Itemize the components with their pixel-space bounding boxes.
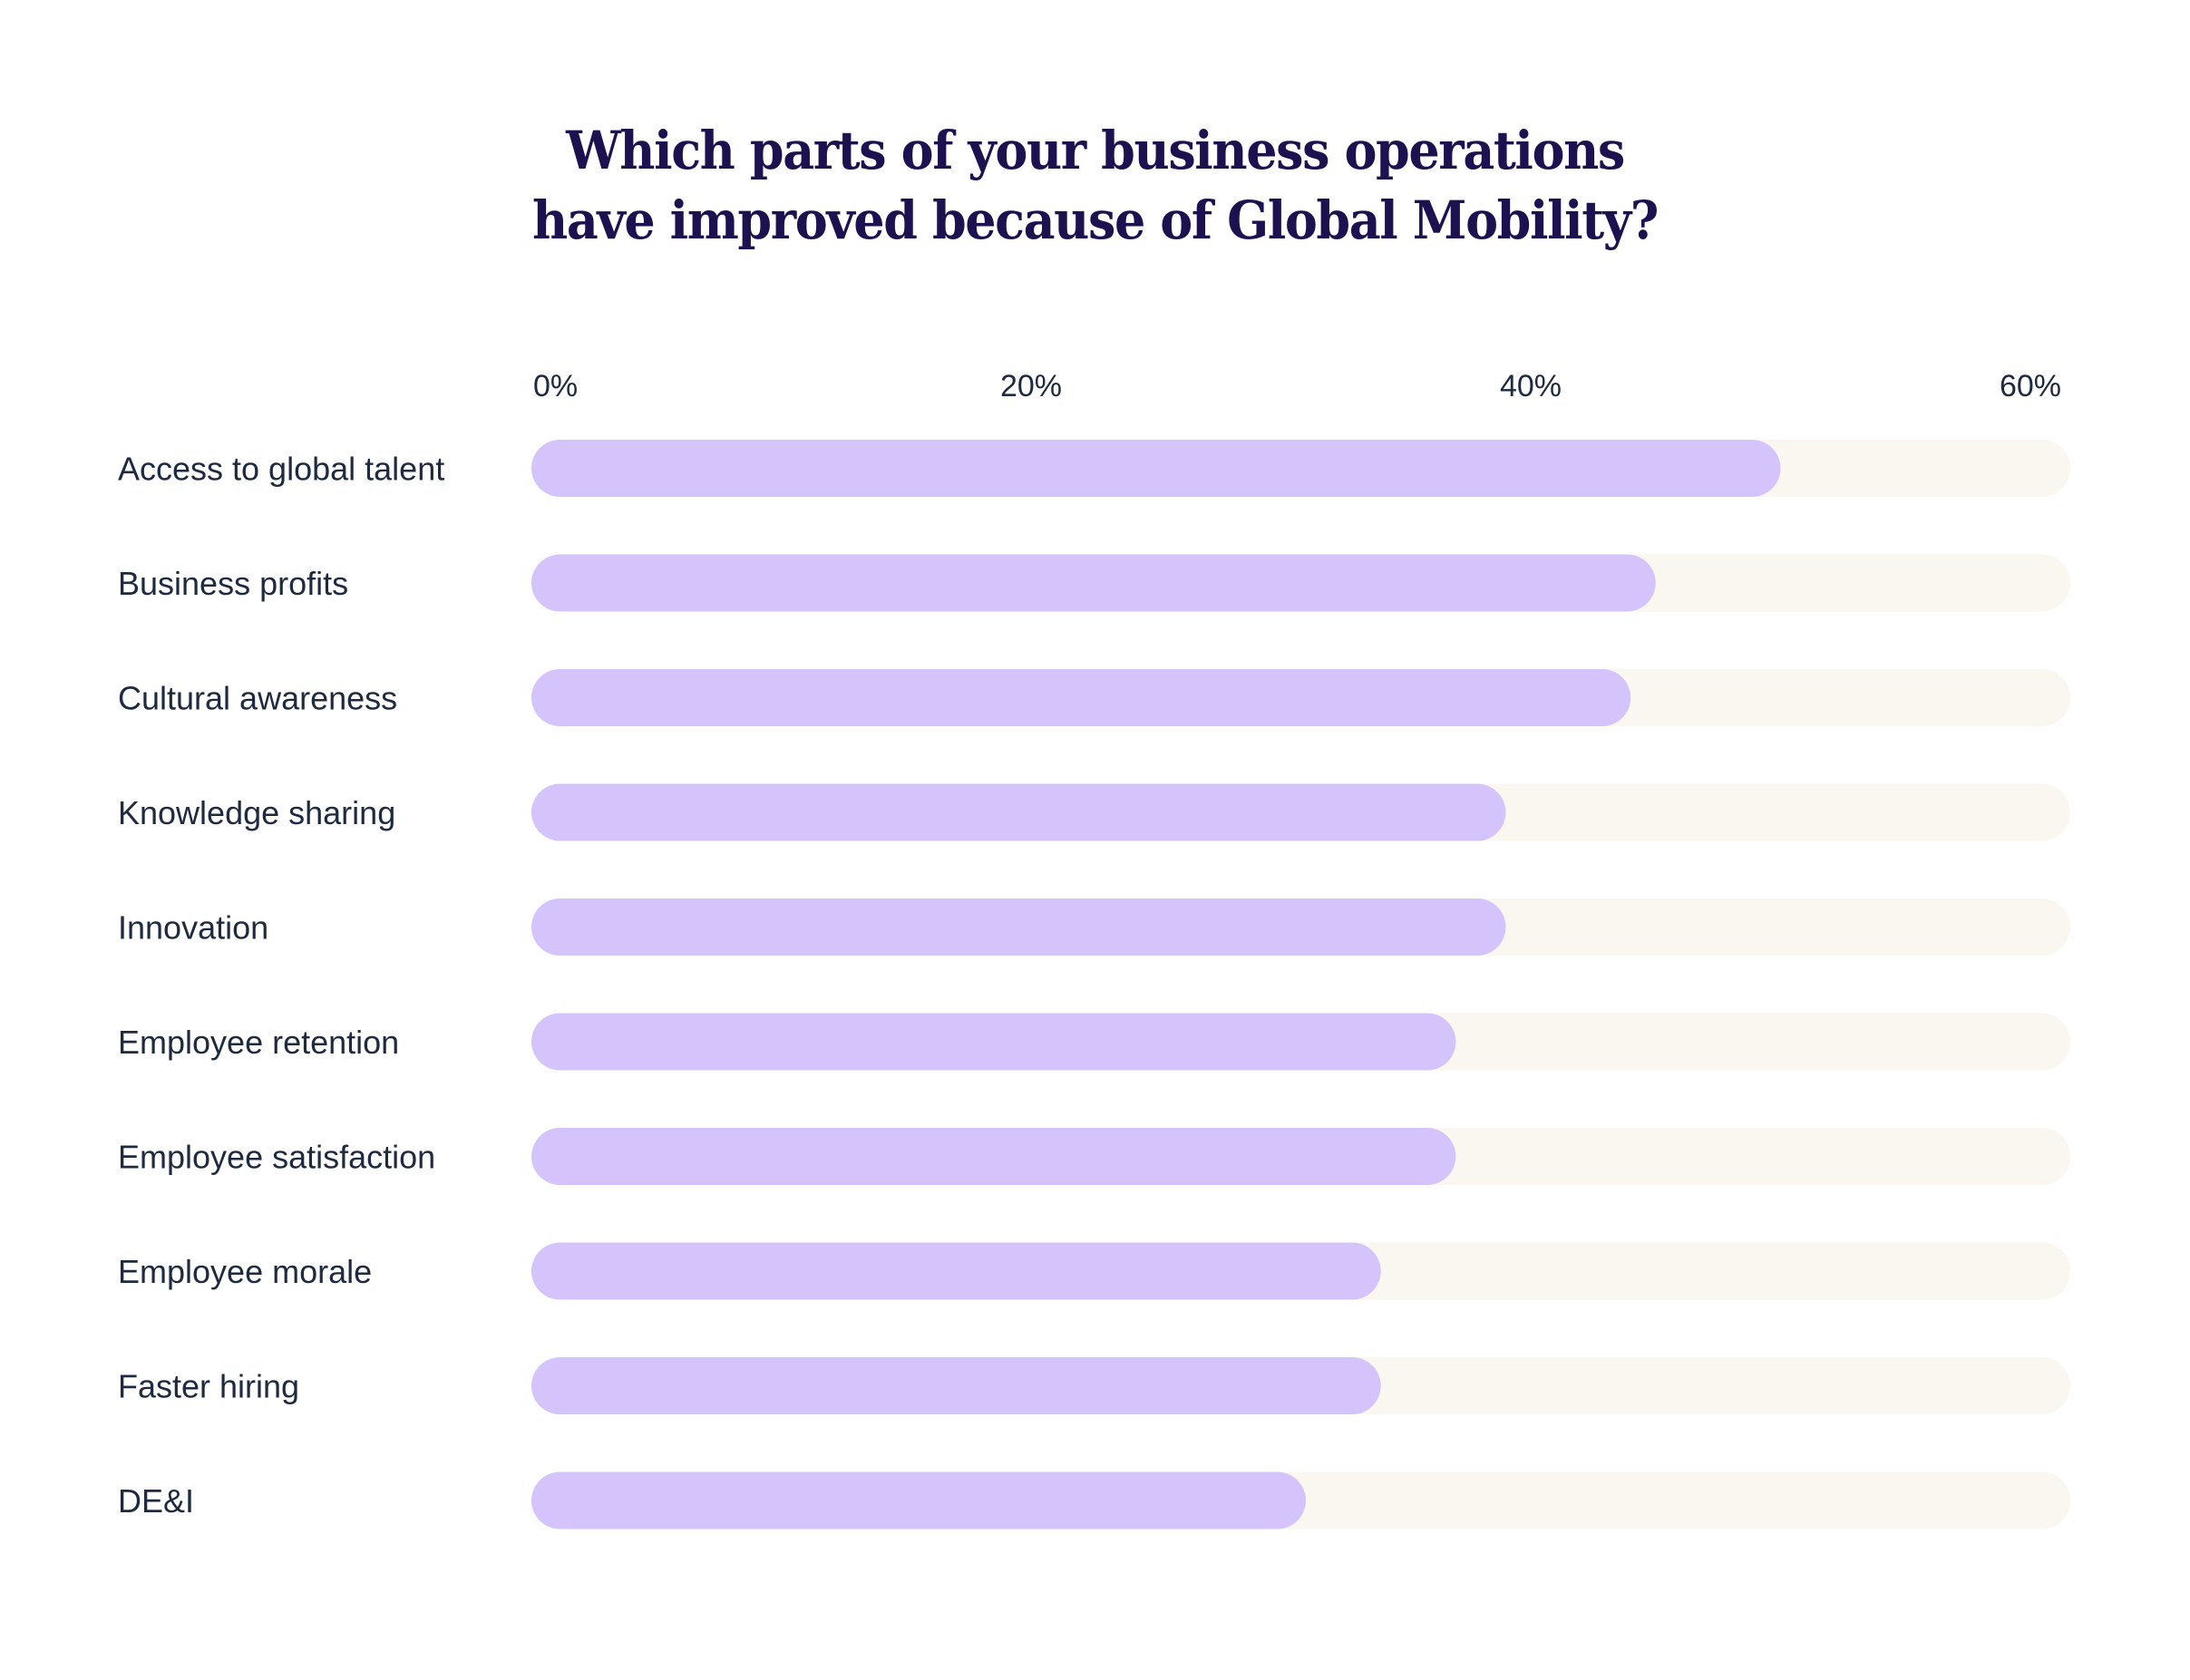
bar	[531, 1242, 1381, 1300]
chart-title-line-2: have improved because of Global Mobility…	[532, 189, 1659, 251]
bar	[531, 1013, 1456, 1071]
x-axis: 0% 20% 40% 60%	[533, 369, 2061, 403]
bar-row: Business profits	[118, 554, 2071, 612]
bar-row: Employee retention	[118, 1013, 2071, 1071]
category-label: Employee satisfaction	[118, 1139, 435, 1176]
bar-row: Employee satisfaction	[118, 1128, 2071, 1185]
bar-row: Knowledge sharing	[118, 783, 2071, 841]
bar	[531, 1471, 1307, 1529]
bar-row: DE&I	[118, 1471, 2071, 1529]
category-label: Faster hiring	[118, 1368, 299, 1405]
bar	[531, 1357, 1381, 1414]
category-label: Innovation	[118, 909, 268, 947]
bar	[531, 898, 1506, 956]
category-label: Employee morale	[118, 1253, 372, 1290]
category-label: Knowledge sharing	[118, 794, 395, 831]
category-label: DE&I	[118, 1482, 194, 1520]
bar	[531, 440, 1781, 497]
bar-row: Innovation	[118, 898, 2071, 956]
bar-row: Employee morale	[118, 1242, 2071, 1300]
bar	[531, 554, 1656, 612]
category-label: Business profits	[118, 565, 348, 602]
category-label: Employee retention	[118, 1024, 399, 1061]
x-tick-label: 40%	[1500, 369, 1562, 403]
bar	[531, 1128, 1456, 1185]
x-tick-label: 20%	[1000, 369, 1062, 403]
chart-title-line-1: Which parts of your business operations	[566, 120, 1625, 181]
category-label: Access to global talent	[118, 451, 444, 488]
category-label: Cultural awareness	[118, 680, 397, 717]
bar	[531, 669, 1631, 726]
bar-row: Faster hiring	[118, 1357, 2071, 1414]
bar-row: Cultural awareness	[118, 669, 2071, 726]
x-tick-label: 0%	[533, 369, 578, 403]
bar-rows: Access to global talent Business profits C…	[118, 440, 2071, 1529]
x-tick-label: 60%	[2000, 369, 2061, 403]
bar	[531, 783, 1506, 841]
bar-row: Access to global talent	[118, 440, 2071, 497]
chart-title: Which parts of your business operations …	[77, 116, 2114, 256]
